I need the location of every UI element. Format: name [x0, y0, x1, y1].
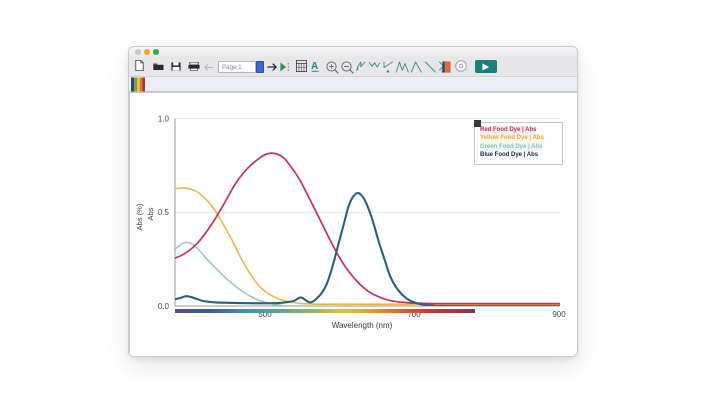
svg-text:900: 900	[552, 310, 566, 319]
svg-text:A: A	[311, 61, 318, 72]
svg-text:0.0: 0.0	[158, 302, 170, 311]
svg-text:Abs (%): Abs (%)	[135, 203, 144, 230]
svg-text:Abs: Abs	[146, 207, 155, 220]
svg-text:Wavelength (nm): Wavelength (nm)	[332, 321, 393, 330]
svg-text:0.5: 0.5	[158, 208, 170, 217]
svg-text:1.0: 1.0	[158, 115, 170, 124]
